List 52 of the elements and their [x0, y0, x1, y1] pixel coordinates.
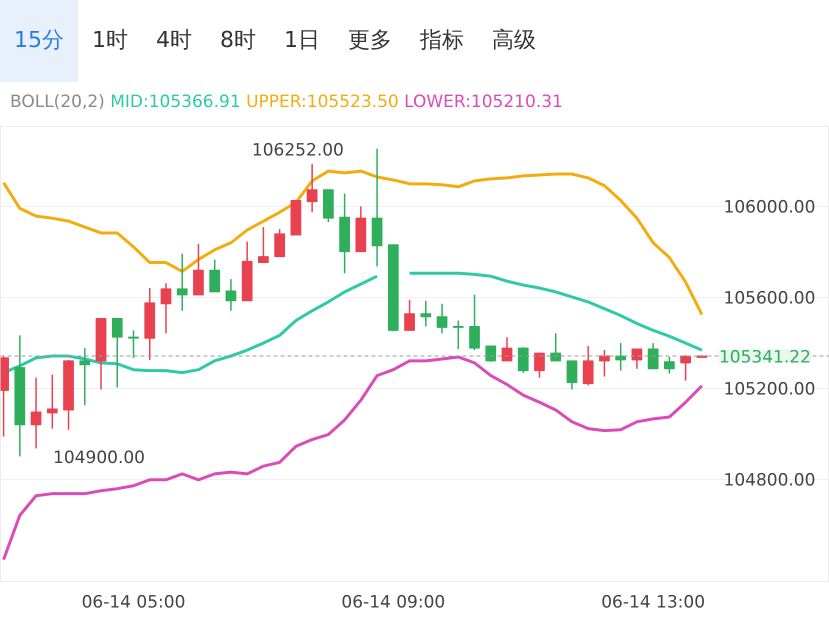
- text: 4时: [155, 27, 193, 55]
- line-series: [2, 355, 704, 562]
- candlestick: [648, 342, 659, 370]
- text: 高级: [491, 27, 537, 55]
- y-tick-label: 105200.00: [724, 380, 816, 400]
- candlestick: [112, 318, 123, 388]
- annotation: 104900.00: [53, 448, 145, 468]
- candlestick: [79, 347, 90, 406]
- candlestick: [534, 352, 545, 378]
- candlestick: [258, 226, 269, 264]
- text: 更多: [347, 27, 393, 55]
- text: 8时: [219, 27, 257, 55]
- candlestick: [550, 332, 562, 362]
- candlestick: [582, 345, 594, 386]
- ref-line-label: 105341.22: [718, 347, 811, 368]
- text: 1时: [91, 27, 129, 55]
- candlestick: [420, 300, 432, 328]
- candlestick: [209, 258, 220, 293]
- x-tick-label: 06-14 13:00: [601, 592, 706, 612]
- candlestick: [632, 348, 642, 370]
- candlestick: [664, 356, 675, 374]
- candlestick: [46, 374, 58, 430]
- candlestick: [452, 320, 464, 350]
- candlestick: [502, 336, 512, 362]
- y-tick-label: 106000.00: [724, 198, 816, 218]
- candlestick: [566, 360, 578, 390]
- legend-title: BOLL(20,2): [10, 92, 105, 112]
- candlestick: [306, 163, 318, 214]
- text: MID:105366.91: [110, 92, 241, 112]
- x-tick-label: 06-14 05:00: [82, 592, 186, 612]
- candlestick: [128, 330, 139, 359]
- candlestick: [469, 294, 480, 351]
- x-tick-label: 06-14 09:00: [341, 592, 446, 612]
- y-tick-label: 105600.00: [724, 288, 816, 309]
- text: 1日: [283, 27, 321, 55]
- candlestick: [30, 376, 42, 450]
- text: 15分: [0, 0, 78, 82]
- candlestick: [518, 346, 529, 374]
- text: UPPER:105523.50: [246, 92, 399, 112]
- line-series: [2, 170, 704, 316]
- candlestick: [274, 228, 286, 258]
- text: LOWER:105210.31: [404, 92, 563, 112]
- candlestick: [404, 299, 415, 332]
- text: 指标: [419, 27, 465, 55]
- candlestick: [599, 349, 610, 378]
- candlestick: [226, 278, 236, 312]
- y-tick-label: 104800.00: [724, 470, 816, 491]
- candlestick: [436, 302, 448, 334]
- candlestick: [680, 355, 691, 382]
- candlestick: [160, 282, 172, 334]
- annotation: 106252.00: [252, 140, 344, 160]
- candlestick: [176, 252, 188, 312]
